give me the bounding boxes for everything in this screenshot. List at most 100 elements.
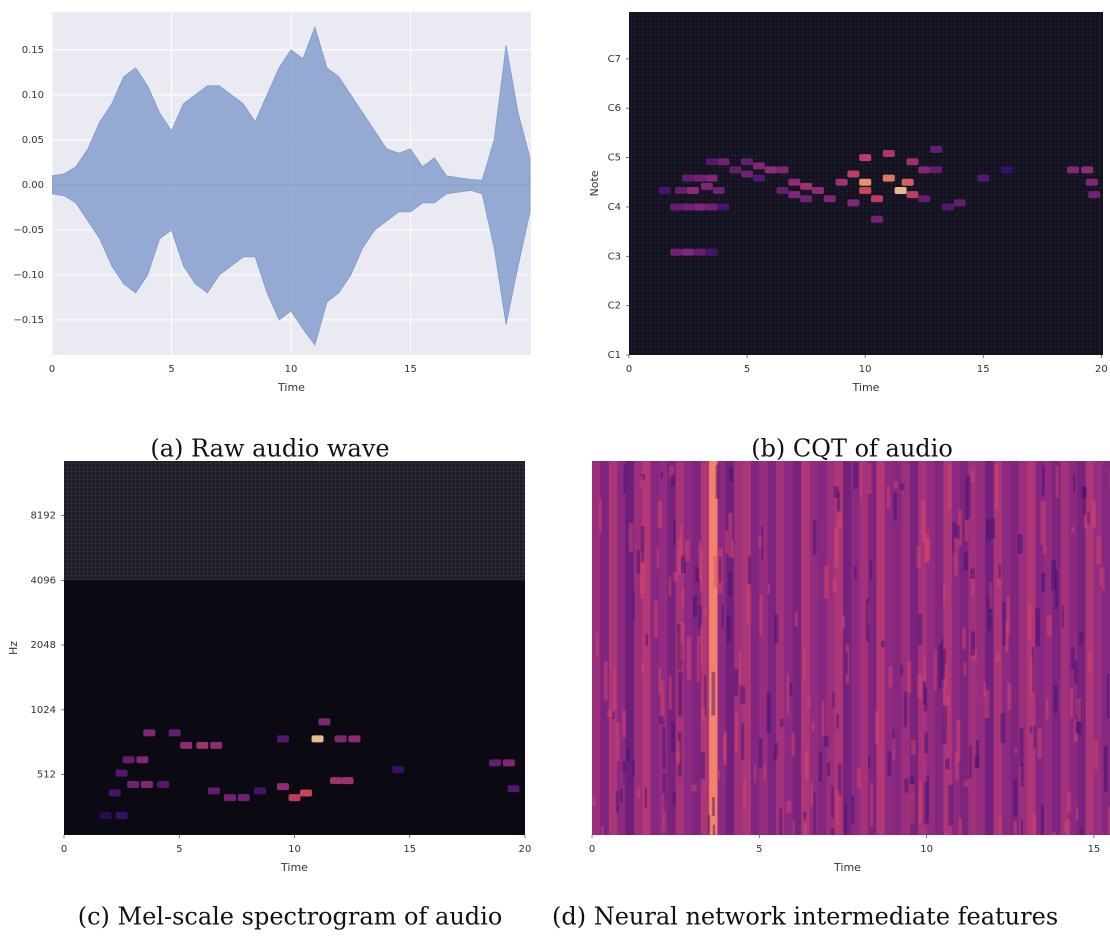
y-tick-label: 8192 [31,511,56,522]
texture [986,519,991,541]
texture [811,782,813,806]
texture [673,572,678,582]
y-tick-label: −0.05 [13,225,44,236]
texture [976,740,979,767]
spectral-peak [254,787,266,794]
spectral-peak [335,735,347,742]
feature-column [826,461,835,835]
spectral-peak [210,742,222,749]
texture [1095,740,1099,769]
texture [1007,683,1011,710]
spectral-peak [800,195,812,202]
texture [900,483,905,489]
spectral-peak [930,166,942,173]
texture [708,815,710,856]
texture [704,608,707,616]
texture [1041,573,1045,592]
y-tick-label: C1 [608,350,621,361]
feature-column [810,461,819,835]
spectral-peak [713,187,725,194]
plot-area [52,12,531,355]
texture [875,711,878,744]
texture [1043,545,1046,554]
texture [1066,819,1070,857]
texture [845,653,847,675]
texture [658,501,662,528]
texture [803,646,805,680]
texture [836,714,839,729]
texture [948,464,952,510]
texture [669,676,672,709]
texture [841,616,845,629]
spectral-peak [208,787,220,794]
texture [712,797,715,816]
feature-column [1060,461,1069,835]
texture [592,797,596,806]
texture [964,553,969,571]
texture [673,520,675,546]
texture [971,631,975,655]
texture [1037,729,1042,759]
texture [997,578,1000,588]
texture [727,615,731,642]
texture [938,645,941,689]
spectral-peak [141,781,153,788]
feature-column [709,461,718,835]
texture [991,518,995,538]
texture [677,752,680,765]
texture [1051,560,1056,590]
page: 0510150.150.100.050.00−0.05−0.10−0.15Tim… [0,0,1110,942]
subplot: 05101520C1C2C3C4C5C6C7TimeNote(b) CQT of… [588,12,1108,463]
texture [1030,726,1033,733]
feature-column [625,461,634,835]
texture [943,585,945,605]
texture [640,476,643,487]
spectral-peak [694,175,706,182]
texture [989,583,992,609]
spectral-peak [675,187,687,194]
texture [641,526,645,562]
y-tick-label: C5 [608,153,621,164]
texture [831,786,833,817]
texture [1087,512,1089,523]
texture [820,835,822,852]
texture [657,547,659,569]
texture [1021,764,1024,787]
spectral-peak [777,187,789,194]
texture [695,567,699,582]
texture [596,633,598,657]
texture [699,605,702,628]
texture [748,557,752,585]
texture [1030,658,1033,697]
texture [1001,713,1006,743]
texture [1013,822,1017,841]
texture [910,784,915,825]
feature-column [609,461,618,835]
x-tick-label: 0 [61,844,67,855]
texture [995,464,999,510]
texture [1073,474,1075,492]
texture [1046,699,1049,720]
texture [659,716,664,724]
texture [1042,465,1045,495]
texture [1083,487,1087,515]
plot-area [629,12,1103,355]
spectral-peak [507,785,519,792]
spectral-peak [1067,166,1079,173]
spectral-peak [812,187,824,194]
texture [964,662,967,676]
spectral-peak [906,191,918,198]
texture [623,761,627,782]
texture [701,707,705,721]
texture [622,710,626,737]
texture [941,639,943,682]
x-tick-label: 5 [176,844,182,855]
texture [946,695,950,705]
texture [660,471,663,478]
texture [926,539,930,560]
feature-column [784,461,793,835]
texture [728,571,732,597]
x-tick-label: 5 [168,364,174,375]
texture [1002,602,1005,646]
texture [1076,699,1081,722]
